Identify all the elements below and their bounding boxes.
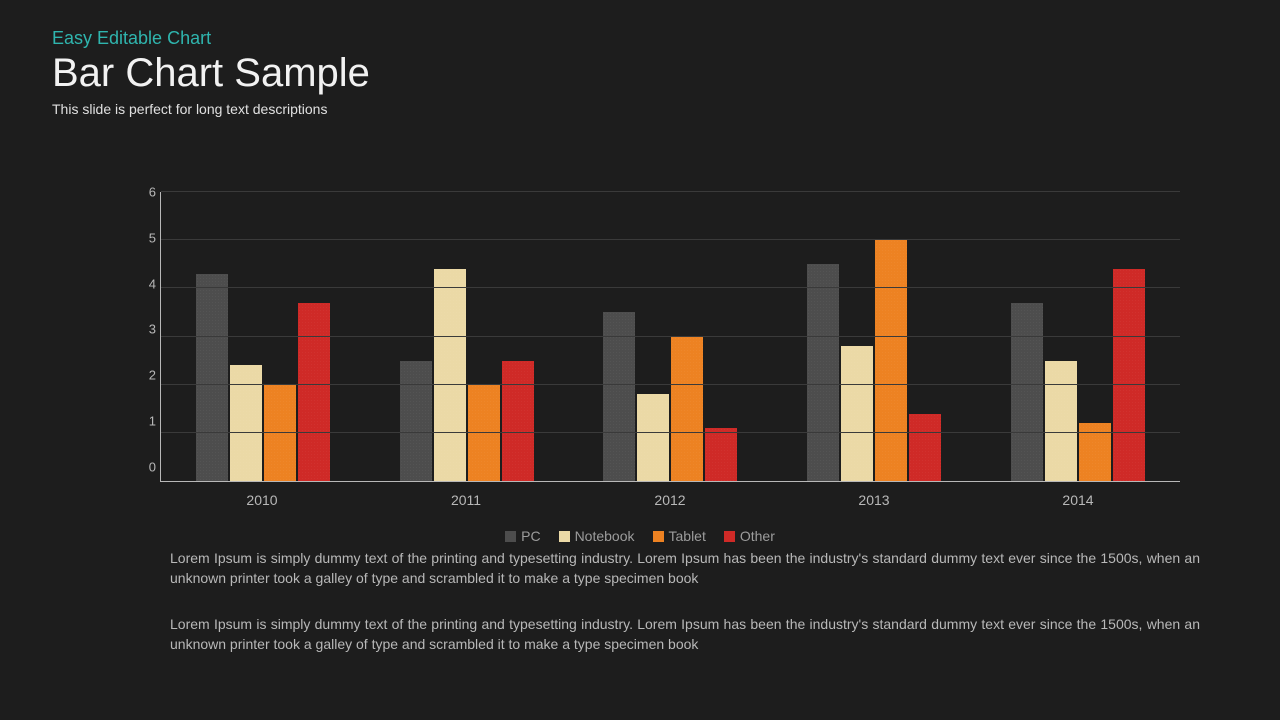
legend-label: PC [521, 528, 540, 544]
bar-chart: 6543210 20102011201220132014 [160, 192, 1180, 482]
legend-label: Other [740, 528, 775, 544]
bar-group [161, 192, 365, 481]
bar [807, 264, 839, 481]
bar-group [569, 192, 773, 481]
x-tick-label: 2010 [160, 492, 364, 508]
bar [705, 428, 737, 481]
body-paragraph-1: Lorem Ipsum is simply dummy text of the … [170, 548, 1200, 589]
legend-item: PC [505, 528, 540, 544]
bar [603, 312, 635, 481]
y-tick-label: 1 [132, 414, 156, 429]
bar-group [365, 192, 569, 481]
y-tick-label: 3 [132, 322, 156, 337]
y-axis-labels: 6543210 [132, 192, 156, 482]
bar [298, 303, 330, 481]
legend-item: Other [724, 528, 775, 544]
y-tick-label: 2 [132, 368, 156, 383]
bar [196, 274, 228, 481]
bar [434, 269, 466, 481]
bar [1011, 303, 1043, 481]
slide-subtitle: This slide is perfect for long text desc… [52, 101, 370, 117]
legend-label: Tablet [669, 528, 706, 544]
x-tick-label: 2011 [364, 492, 568, 508]
bar [841, 346, 873, 481]
x-tick-label: 2012 [568, 492, 772, 508]
slide-header: Easy Editable Chart Bar Chart Sample Thi… [52, 28, 370, 117]
body-paragraph-2: Lorem Ipsum is simply dummy text of the … [170, 614, 1200, 655]
bar [637, 394, 669, 481]
legend-swatch [559, 531, 570, 542]
legend-swatch [724, 531, 735, 542]
chart-legend: PC Notebook Tablet Other [0, 528, 1280, 544]
x-tick-label: 2014 [976, 492, 1180, 508]
y-tick-label: 5 [132, 230, 156, 245]
slide-title: Bar Chart Sample [52, 51, 370, 95]
bar [400, 361, 432, 481]
bar [671, 337, 703, 482]
bar [1113, 269, 1145, 481]
bar [909, 414, 941, 481]
legend-item: Notebook [559, 528, 635, 544]
x-axis-labels: 20102011201220132014 [160, 492, 1180, 508]
y-tick-label: 6 [132, 185, 156, 200]
bar-group [772, 192, 976, 481]
eyebrow-text: Easy Editable Chart [52, 28, 370, 49]
x-tick-label: 2013 [772, 492, 976, 508]
legend-swatch [653, 531, 664, 542]
y-tick-label: 4 [132, 276, 156, 291]
legend-swatch [505, 531, 516, 542]
legend-item: Tablet [653, 528, 706, 544]
bar-groups [161, 192, 1180, 481]
bar [875, 240, 907, 481]
legend-label: Notebook [575, 528, 635, 544]
bar-group [976, 192, 1180, 481]
bar [502, 361, 534, 481]
chart-plot-area [160, 192, 1180, 482]
y-tick-label: 0 [132, 459, 156, 474]
bar [1045, 361, 1077, 481]
